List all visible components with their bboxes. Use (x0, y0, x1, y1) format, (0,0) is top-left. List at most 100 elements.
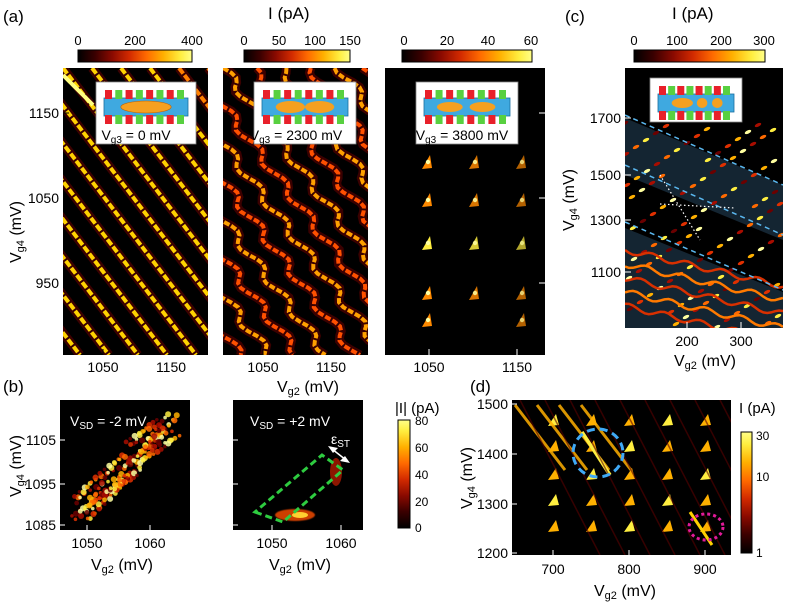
panel-d-heatmap (512, 400, 731, 555)
gate-bottom (456, 115, 464, 124)
gate-bottom (337, 115, 344, 124)
spot (658, 173, 666, 179)
noise-spot (78, 495, 82, 500)
gate-top (135, 90, 143, 99)
colorbar-tick: 10 (756, 470, 770, 484)
spot (763, 289, 771, 295)
noise-spot (84, 484, 90, 490)
noise-spot (146, 425, 153, 432)
stripe (63, 291, 111, 355)
panel-c-ylabel: Vg4 (mV) (561, 169, 580, 231)
panel-a-vg3-label-1: Vg3 = 2300 mV (250, 127, 343, 146)
noise-spot (112, 486, 118, 492)
gate-top (326, 90, 334, 99)
gate-top (477, 90, 485, 99)
noise-spot (165, 440, 172, 447)
panel-d-cbar-label: I (pA) (739, 400, 776, 417)
gate-top (156, 90, 164, 99)
dotted-line (659, 174, 701, 241)
noise-spot (177, 433, 182, 438)
faint-line (619, 400, 701, 555)
gate-bottom (668, 111, 676, 120)
noise-spot (137, 465, 142, 470)
resonance-triangle (624, 440, 635, 452)
noise-spot (125, 476, 129, 480)
noise-spot (126, 458, 133, 465)
gate-bottom (305, 115, 313, 124)
panel-c-colorbar: 0 100 200 300 (630, 33, 775, 63)
spot (774, 313, 782, 319)
gate-top (695, 86, 703, 95)
panel-a-xtick: 1050 (247, 359, 278, 375)
streak (535, 404, 589, 471)
resonance-core (472, 159, 478, 165)
spot (625, 120, 629, 126)
spot (713, 324, 721, 328)
gate-bottom (435, 115, 443, 124)
gate-bottom (115, 115, 123, 124)
gate-bottom (315, 115, 323, 124)
panel-d-letter: (d) (470, 377, 491, 396)
spot (638, 187, 646, 193)
panel-b-xtick: 1050 (256, 535, 287, 551)
spot (754, 122, 762, 128)
colorbar-tick: 200 (710, 33, 732, 48)
panel-b-epsilon-label: εST (331, 431, 350, 450)
noise-spot (173, 412, 180, 419)
panel-a-ylabel: Vg4 (mV) (8, 201, 27, 263)
resonance-core (425, 197, 431, 203)
band-boundary (625, 114, 783, 186)
noise-spot (147, 439, 152, 444)
wave (625, 276, 783, 315)
noise-spot (167, 424, 171, 428)
noise-spot (106, 470, 110, 475)
noise-spot (128, 436, 133, 441)
panel-b-ytick: 1105 (26, 432, 56, 448)
gate-top (723, 86, 730, 95)
spot (635, 268, 643, 274)
colorbar-tick: 300 (753, 33, 775, 48)
spot (649, 211, 657, 217)
colorbar-tick: 200 (124, 33, 146, 48)
noise-spot (95, 501, 102, 508)
gate-top (668, 86, 676, 95)
spot (682, 314, 690, 320)
spot (714, 150, 722, 156)
spot (739, 148, 747, 154)
noise-spot (111, 460, 117, 465)
faint-line (569, 400, 651, 555)
faint-line (594, 400, 676, 555)
panel-c-device-inset (649, 77, 743, 123)
panel-d-xlabel: Vg2 (mV) (594, 583, 656, 602)
gate-bottom (723, 111, 730, 120)
gate-bottom (686, 111, 694, 120)
noise-spot (112, 481, 119, 488)
noise-spot (74, 500, 80, 506)
band-boundary (625, 164, 783, 236)
noise-spot (108, 486, 113, 491)
faint-line (544, 400, 626, 555)
noise-spot (156, 428, 162, 434)
spot (771, 189, 779, 195)
panel-c-ytick: 1300 (590, 212, 621, 228)
spot (769, 127, 777, 133)
spot (629, 225, 637, 231)
noise-spot (98, 479, 105, 486)
panel-b-colorbar (397, 419, 411, 529)
noise-spot (131, 475, 137, 481)
panel-c-ytick: 1500 (590, 167, 621, 183)
resonance-core (425, 290, 431, 296)
noise-spot (82, 506, 87, 511)
noise-spot (117, 457, 122, 462)
panel-d-heatmap-content (513, 400, 731, 555)
panel-c-heatmap-content (625, 114, 783, 328)
resonance-triangle (548, 440, 559, 452)
noise-spot (116, 465, 123, 472)
noise-spot (135, 473, 139, 478)
gate-top (294, 90, 302, 99)
gate-top (115, 90, 123, 99)
spot (734, 136, 742, 142)
noise-spot (139, 437, 146, 444)
spot (636, 299, 644, 305)
spot (693, 133, 701, 139)
